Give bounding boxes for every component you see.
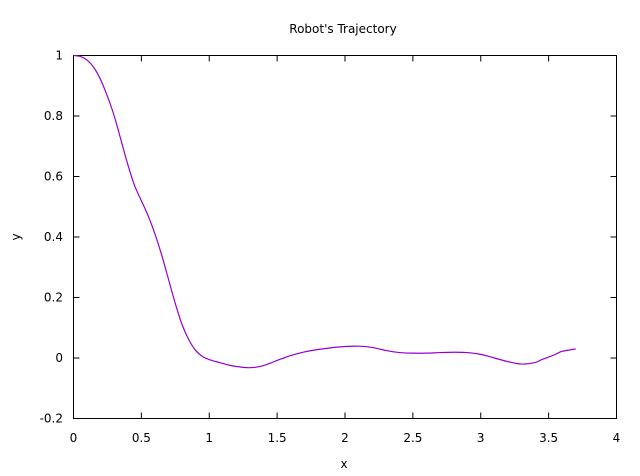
y-axis-label: y [9,233,23,240]
x-axis: 0 0.5 1 1.5 2 2.5 3 3.5 4 [70,55,621,445]
trajectory-line [73,54,576,369]
x-tick-label: 0 [70,431,78,445]
x-tick-label: 0.5 [132,431,151,445]
x-tick-label: 1.5 [268,431,287,445]
y-tick-label: 0 [55,351,63,365]
y-tick-label: 0.6 [44,170,63,184]
x-tick-label: 3.5 [539,431,558,445]
x-tick-label: 4 [613,431,621,445]
x-tick-label: 3 [477,431,485,445]
x-tick-label: 1 [205,431,213,445]
y-tick-label: -0.2 [40,412,63,426]
y-tick-label: 0.2 [44,291,63,305]
y-axis: -0.2 0 0.2 0.4 0.6 0.8 1 [40,49,617,426]
x-tick-label: 2 [341,431,349,445]
plot-frame [73,55,617,419]
y-tick-label: 0.4 [44,230,63,244]
y-tick-label: 0.8 [44,109,63,123]
x-tick-label: 2.5 [403,431,422,445]
x-axis-label: x [340,457,347,471]
chart-title: Robot's Trajectory [289,22,396,36]
y-tick-label: 1 [55,49,63,63]
